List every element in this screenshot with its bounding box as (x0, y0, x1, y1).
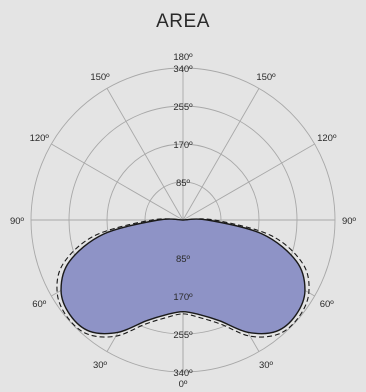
grid-ray-left-120 (51, 143, 184, 221)
ring-label-lower-340: 340º (173, 368, 193, 379)
angle-label-center-180: 180º (173, 52, 193, 63)
grid-ray-left-150 (106, 88, 184, 221)
angle-label-right-120: 120º (317, 133, 337, 144)
chart-title: AREA (156, 11, 210, 32)
ring-label-upper-255: 255º (173, 102, 193, 113)
ring-labels: 85º 85º 170º 170º 255º 255º 340º 340º (173, 64, 193, 379)
angle-label-right-30: 30º (259, 360, 274, 371)
angle-label-left-30: 30º (93, 360, 108, 371)
angle-label-right-60: 60º (320, 299, 335, 310)
grid-ray-right-150 (182, 88, 260, 221)
intensity-curves (56, 218, 310, 338)
intensity-curve-dashed (56, 218, 310, 338)
angle-label-left-150: 150º (90, 72, 110, 83)
grid-ray-right-120 (182, 143, 315, 221)
angle-labels: 180º 150º 150º 120º 120º 90º 90º 60º 60º 30º 30º 0º (10, 52, 357, 390)
ring-label-lower-255: 255º (173, 330, 193, 341)
angle-label-left-60: 60º (32, 299, 47, 310)
angle-label-left-120: 120º (30, 133, 50, 144)
angle-label-right-150: 150º (256, 72, 276, 83)
ring-label-upper-85: 85º (176, 178, 191, 189)
angle-label-left-90: 90º (10, 216, 25, 227)
ring-label-upper-340: 340º (173, 64, 193, 75)
ring-label-lower-170: 170º (173, 292, 193, 303)
ring-label-lower-85: 85º (176, 254, 191, 265)
angle-label-right-90: 90º (342, 216, 357, 227)
ring-label-upper-170: 170º (173, 140, 193, 151)
angle-label-center-0: 0º (179, 379, 188, 390)
